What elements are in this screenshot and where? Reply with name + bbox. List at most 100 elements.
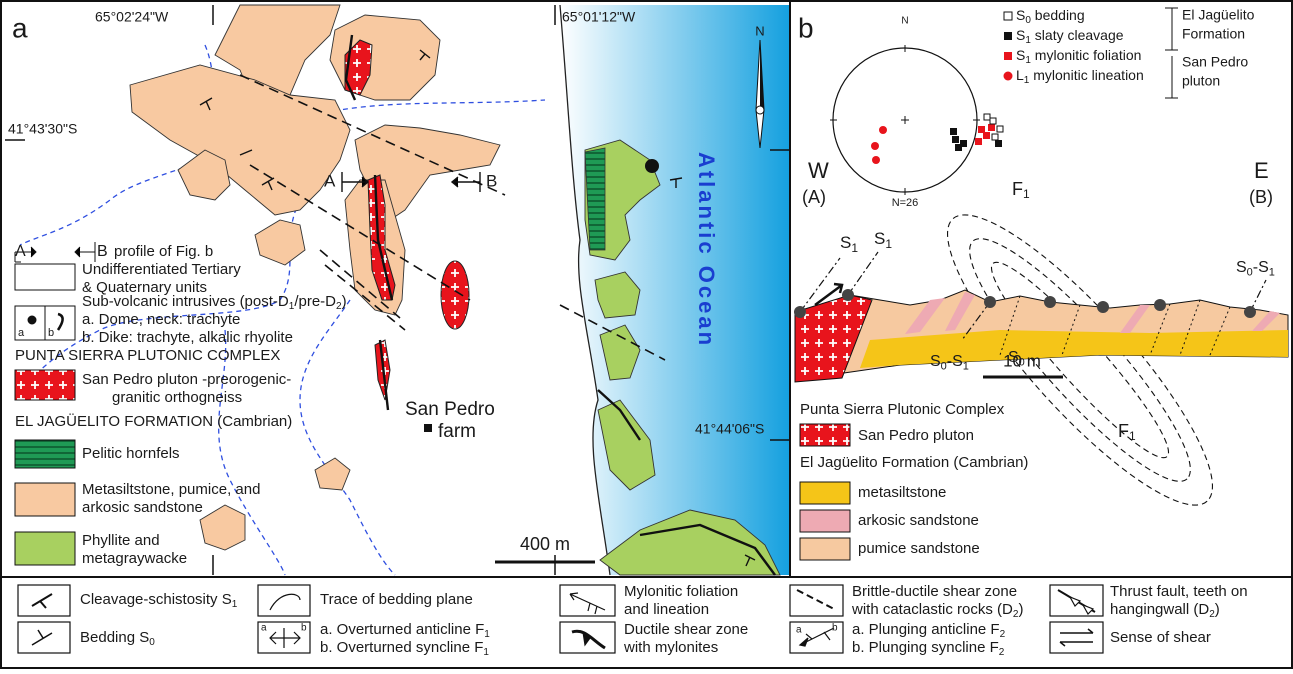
stereonet-groups: pluton — [1182, 73, 1220, 89]
figure: a 65°02'24"W 65°01'12"W 41°43'30"S 41°44'06"… — [0, 0, 1293, 669]
text-part: 1 — [483, 647, 489, 658]
legend-ductile: Ductile shear zone — [624, 621, 748, 638]
text-part: S — [1016, 27, 1025, 43]
legend-bedding: Bedding S0 — [80, 629, 155, 648]
legend-subvolcanic: a. Dome, neck: trachyte — [82, 311, 240, 328]
text-part: S — [930, 353, 941, 370]
text-part: 0 — [149, 637, 155, 648]
legend-units: pumice sandstone — [858, 540, 980, 557]
farm-marker — [424, 424, 432, 432]
text-part: mylonitic foliation — [1031, 47, 1142, 63]
legend-pluton: granitic orthogneiss — [112, 389, 242, 406]
text-part: slaty cleavage — [1031, 27, 1124, 43]
legend-complex: Punta Sierra Plutonic Complex — [800, 401, 1005, 418]
text-part: hangingwall (D — [1110, 601, 1209, 618]
legend-overturned: a. Overturned anticline F1 — [320, 621, 490, 640]
legend-thrust: hangingwall (D2) — [1110, 601, 1220, 620]
legend-pluton: San Pedro pluton — [858, 427, 974, 444]
legend-undifferentiated: Undifferentiated Tertiary — [82, 261, 241, 278]
stereonet-groups: Formation — [1182, 26, 1245, 42]
stereonet-groups: San Pedro — [1182, 54, 1248, 70]
text-part: S — [1016, 47, 1025, 63]
text-part: bedding — [1031, 7, 1085, 23]
legend-plunging-marks: a — [796, 625, 802, 636]
profile-ends: B — [97, 243, 108, 260]
dome — [645, 159, 659, 173]
text-part: /pre-D — [294, 293, 336, 310]
text-part: 1 — [1129, 429, 1136, 443]
legend-bedding-trace: Trace of bedding plane — [320, 591, 473, 608]
legend-metasiltstone: arkosic sandstone — [82, 499, 203, 516]
section-east-end: (B) — [1249, 187, 1273, 207]
legend-pluton: San Pedro pluton -preorogenic- — [82, 371, 291, 388]
legend-mylonitic: Mylonitic foliation — [624, 583, 738, 600]
text-part: 2 — [1000, 629, 1006, 640]
text-part: 2 — [999, 647, 1005, 658]
text-part: S — [1016, 7, 1025, 23]
legend-formation: EL JAGÜELITO FORMATION (Cambrian) — [15, 412, 292, 430]
panel-a-longitudes: 65°02'24"W — [95, 9, 169, 25]
text-part: 1 — [851, 241, 858, 255]
legend-phyllite: metagraywacke — [82, 550, 187, 567]
panel-a-longitudes: 65°01'12"W — [562, 9, 636, 25]
panel-a-latitudes: 41°43'30"S — [8, 121, 77, 137]
text-part: a. Plunging anticline F — [852, 621, 1000, 638]
legend-hornfels: Pelitic hornfels — [82, 445, 180, 462]
legend-subvolcanic-marks: a — [18, 327, 25, 339]
legend-plunging: b. Plunging syncline F2 — [852, 639, 1005, 658]
stereonet-count: N=26 — [892, 197, 919, 209]
legend-shear-sense: Sense of shear — [1110, 629, 1211, 646]
legend-formation: El Jagüelito Formation (Cambrian) — [800, 454, 1028, 471]
text-part: -S — [947, 353, 963, 370]
text-part: ) — [1018, 601, 1023, 618]
text-part: 1 — [232, 599, 238, 610]
legend-overturned-marks: a — [261, 623, 267, 634]
legend-plunging-marks: b — [832, 623, 838, 634]
legend-ductile: with mylonites — [623, 639, 718, 656]
section-scale: 10 m — [1003, 351, 1041, 370]
legend-subvolcanic: b. Dike: trachyte, alkalic rhyolite — [82, 329, 293, 346]
section-west-end: (A) — [802, 187, 826, 207]
text-part: Sub-volcanic intrusives (post-D — [82, 293, 289, 310]
profile-text: profile of Fig. b — [114, 243, 213, 260]
section-legend-boxes — [800, 424, 850, 560]
text-part: b. Plunging syncline F — [852, 639, 999, 656]
north-arrow-hub — [756, 106, 764, 114]
panel-b-label: b — [798, 12, 814, 43]
panel-a-farm: farm — [438, 421, 476, 442]
text-part: F — [1118, 421, 1129, 441]
panel-a-latitudes: 41°44'06"S — [695, 421, 764, 437]
section-west: W — [808, 158, 829, 183]
stereonet-north: N — [901, 16, 908, 27]
text-part: 1 — [1269, 266, 1275, 278]
panel-a-ocean: Atlantic Ocean — [694, 152, 719, 348]
legend-thrust: Thrust fault, teeth on — [1110, 583, 1248, 600]
section-east: E — [1254, 158, 1269, 183]
text-part: Cleavage-schistosity S — [80, 591, 232, 608]
text-part: -S — [1253, 259, 1269, 276]
legend-cleavage: Cleavage-schistosity S1 — [80, 591, 238, 610]
text-part: S — [1236, 259, 1247, 276]
legend-subvolcanic: Sub-volcanic intrusives (post-D1/pre-D2) — [82, 293, 347, 312]
legend-brittle: Brittle-ductile shear zone — [852, 583, 1017, 600]
text-part: S — [874, 229, 885, 248]
panel-a-profile-ends: A — [324, 171, 336, 190]
text-part: with cataclastic rocks (D — [851, 601, 1013, 618]
text-part: L — [1016, 67, 1024, 83]
legend-overturned-marks: b — [301, 623, 307, 634]
legend-brittle: with cataclastic rocks (D2) — [851, 601, 1023, 620]
text-part: S — [840, 233, 851, 252]
legend-units: arkosic sandstone — [858, 512, 979, 529]
text-part: mylonitic lineation — [1029, 67, 1143, 83]
legend-complex: PUNTA SIERRA PLUTONIC COMPLEX — [15, 347, 280, 364]
text-part: 1 — [1023, 187, 1030, 201]
panel-a-profile-ends: B — [486, 171, 497, 190]
page: { "panel_a": { "label": "a", "longitudes… — [0, 0, 1293, 669]
text-part: 1 — [484, 629, 490, 640]
panel-a-label: a — [12, 12, 28, 43]
legend-metasiltstone: Metasiltstone, pumice, and — [82, 481, 260, 498]
panel-a-farm: San Pedro — [405, 399, 495, 420]
stereonet-groups: El Jagüelito — [1182, 7, 1255, 23]
legend-overturned: b. Overturned syncline F1 — [320, 639, 489, 658]
legend-plunging: a. Plunging anticline F2 — [852, 621, 1006, 640]
